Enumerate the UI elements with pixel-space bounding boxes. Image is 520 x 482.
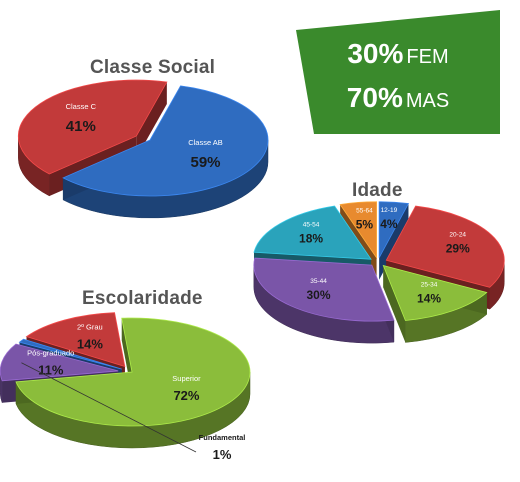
gender-box-shape xyxy=(296,10,500,134)
idade-slice-edge-25-34-1 xyxy=(383,265,406,343)
idade-value-25-34: 14% xyxy=(417,291,441,305)
escolaridade-label-fundamental: Fundamental xyxy=(199,433,246,442)
escolaridade-slice-fundamental xyxy=(18,338,122,370)
idade-slice-45-54 xyxy=(253,205,372,260)
escolaridade-value-superior: 72% xyxy=(173,388,199,403)
chart-title-idade: Idade xyxy=(352,180,403,201)
escolaridade-value-pos-graduado: 11% xyxy=(38,363,64,378)
escolaridade-label-superior: Superior xyxy=(172,374,201,383)
idade-value-12-19: 4% xyxy=(380,217,398,231)
escolaridade-value-fundamental: 1% xyxy=(213,447,232,462)
idade-label-12-19: 12-19 xyxy=(381,207,398,214)
escolaridade-slice-pos-graduado xyxy=(0,343,119,382)
escolaridade-labels: Superior 72% Pós-graduado 11% Fundamental 1% 2… xyxy=(21,323,245,462)
idade-value-45-54: 18% xyxy=(299,232,323,246)
gender-fem-label: FEM xyxy=(406,46,449,68)
classe-social-slice-classe-c xyxy=(17,79,168,175)
chart-title-escolaridade: Escolaridade xyxy=(82,288,203,309)
idade-slice-20-24 xyxy=(385,205,505,288)
idade-label-25-34: 25-34 xyxy=(421,281,438,288)
idade-slice-55-64 xyxy=(339,201,377,260)
classe-social-slice-classe-ab xyxy=(62,85,269,197)
idade-slice-35-44 xyxy=(253,257,395,322)
idade-labels: 12-19 4% 20-24 29% 25-34 14% 35-44 30% 45-54 18% 5… xyxy=(299,207,470,305)
idade-value-35-44: 30% xyxy=(307,288,331,302)
idade-label-55-64: 55-64 xyxy=(356,207,373,214)
idade-label-20-24: 20-24 xyxy=(449,232,466,239)
gender-box: 30% FEM 70% MAS xyxy=(296,10,500,134)
idade-slice-25-34 xyxy=(382,264,488,321)
gender-row-fem: 30% FEM xyxy=(296,40,500,68)
gender-mas-pct: 70% xyxy=(346,82,403,113)
idade-value-20-24: 29% xyxy=(446,242,470,256)
escolaridade-value-2-grau: 14% xyxy=(77,337,103,352)
idade-label-35-44: 35-44 xyxy=(310,278,327,285)
escolaridade-slice-superior xyxy=(15,317,251,427)
classe-social-slice-edge-classe-c-1 xyxy=(136,81,167,159)
classe-social-label-classe-c: Classe C xyxy=(66,102,97,111)
classe-social-value-classe-ab: 59% xyxy=(190,154,220,171)
classe-social-slice-tops xyxy=(17,79,269,197)
gender-mas-label: MAS xyxy=(405,90,450,112)
idade-slice-12-19 xyxy=(378,201,410,258)
escolaridade-label-2-grau: 2º Grau xyxy=(77,323,103,332)
escolaridade-label-pos-graduado: Pós-graduado xyxy=(27,349,74,358)
idade-label-45-54: 45-54 xyxy=(303,222,320,229)
classe-social-labels: Classe AB 59% Classe C 41% xyxy=(66,102,223,171)
escolaridade-slice-2-grau xyxy=(25,312,126,368)
idade-value-55-64: 5% xyxy=(356,217,374,231)
chart-title-classe-social: Classe Social xyxy=(90,57,216,78)
idade-slice-tops xyxy=(253,201,505,322)
gender-fem-pct: 30% xyxy=(347,38,404,69)
escolaridade-leader-line xyxy=(21,362,197,453)
classe-social-label-classe-ab: Classe AB xyxy=(188,138,223,147)
escolaridade-slice-tops xyxy=(0,312,251,427)
classe-social-value-classe-c: 41% xyxy=(66,118,96,135)
gender-row-mas: 70% MAS xyxy=(296,84,500,112)
